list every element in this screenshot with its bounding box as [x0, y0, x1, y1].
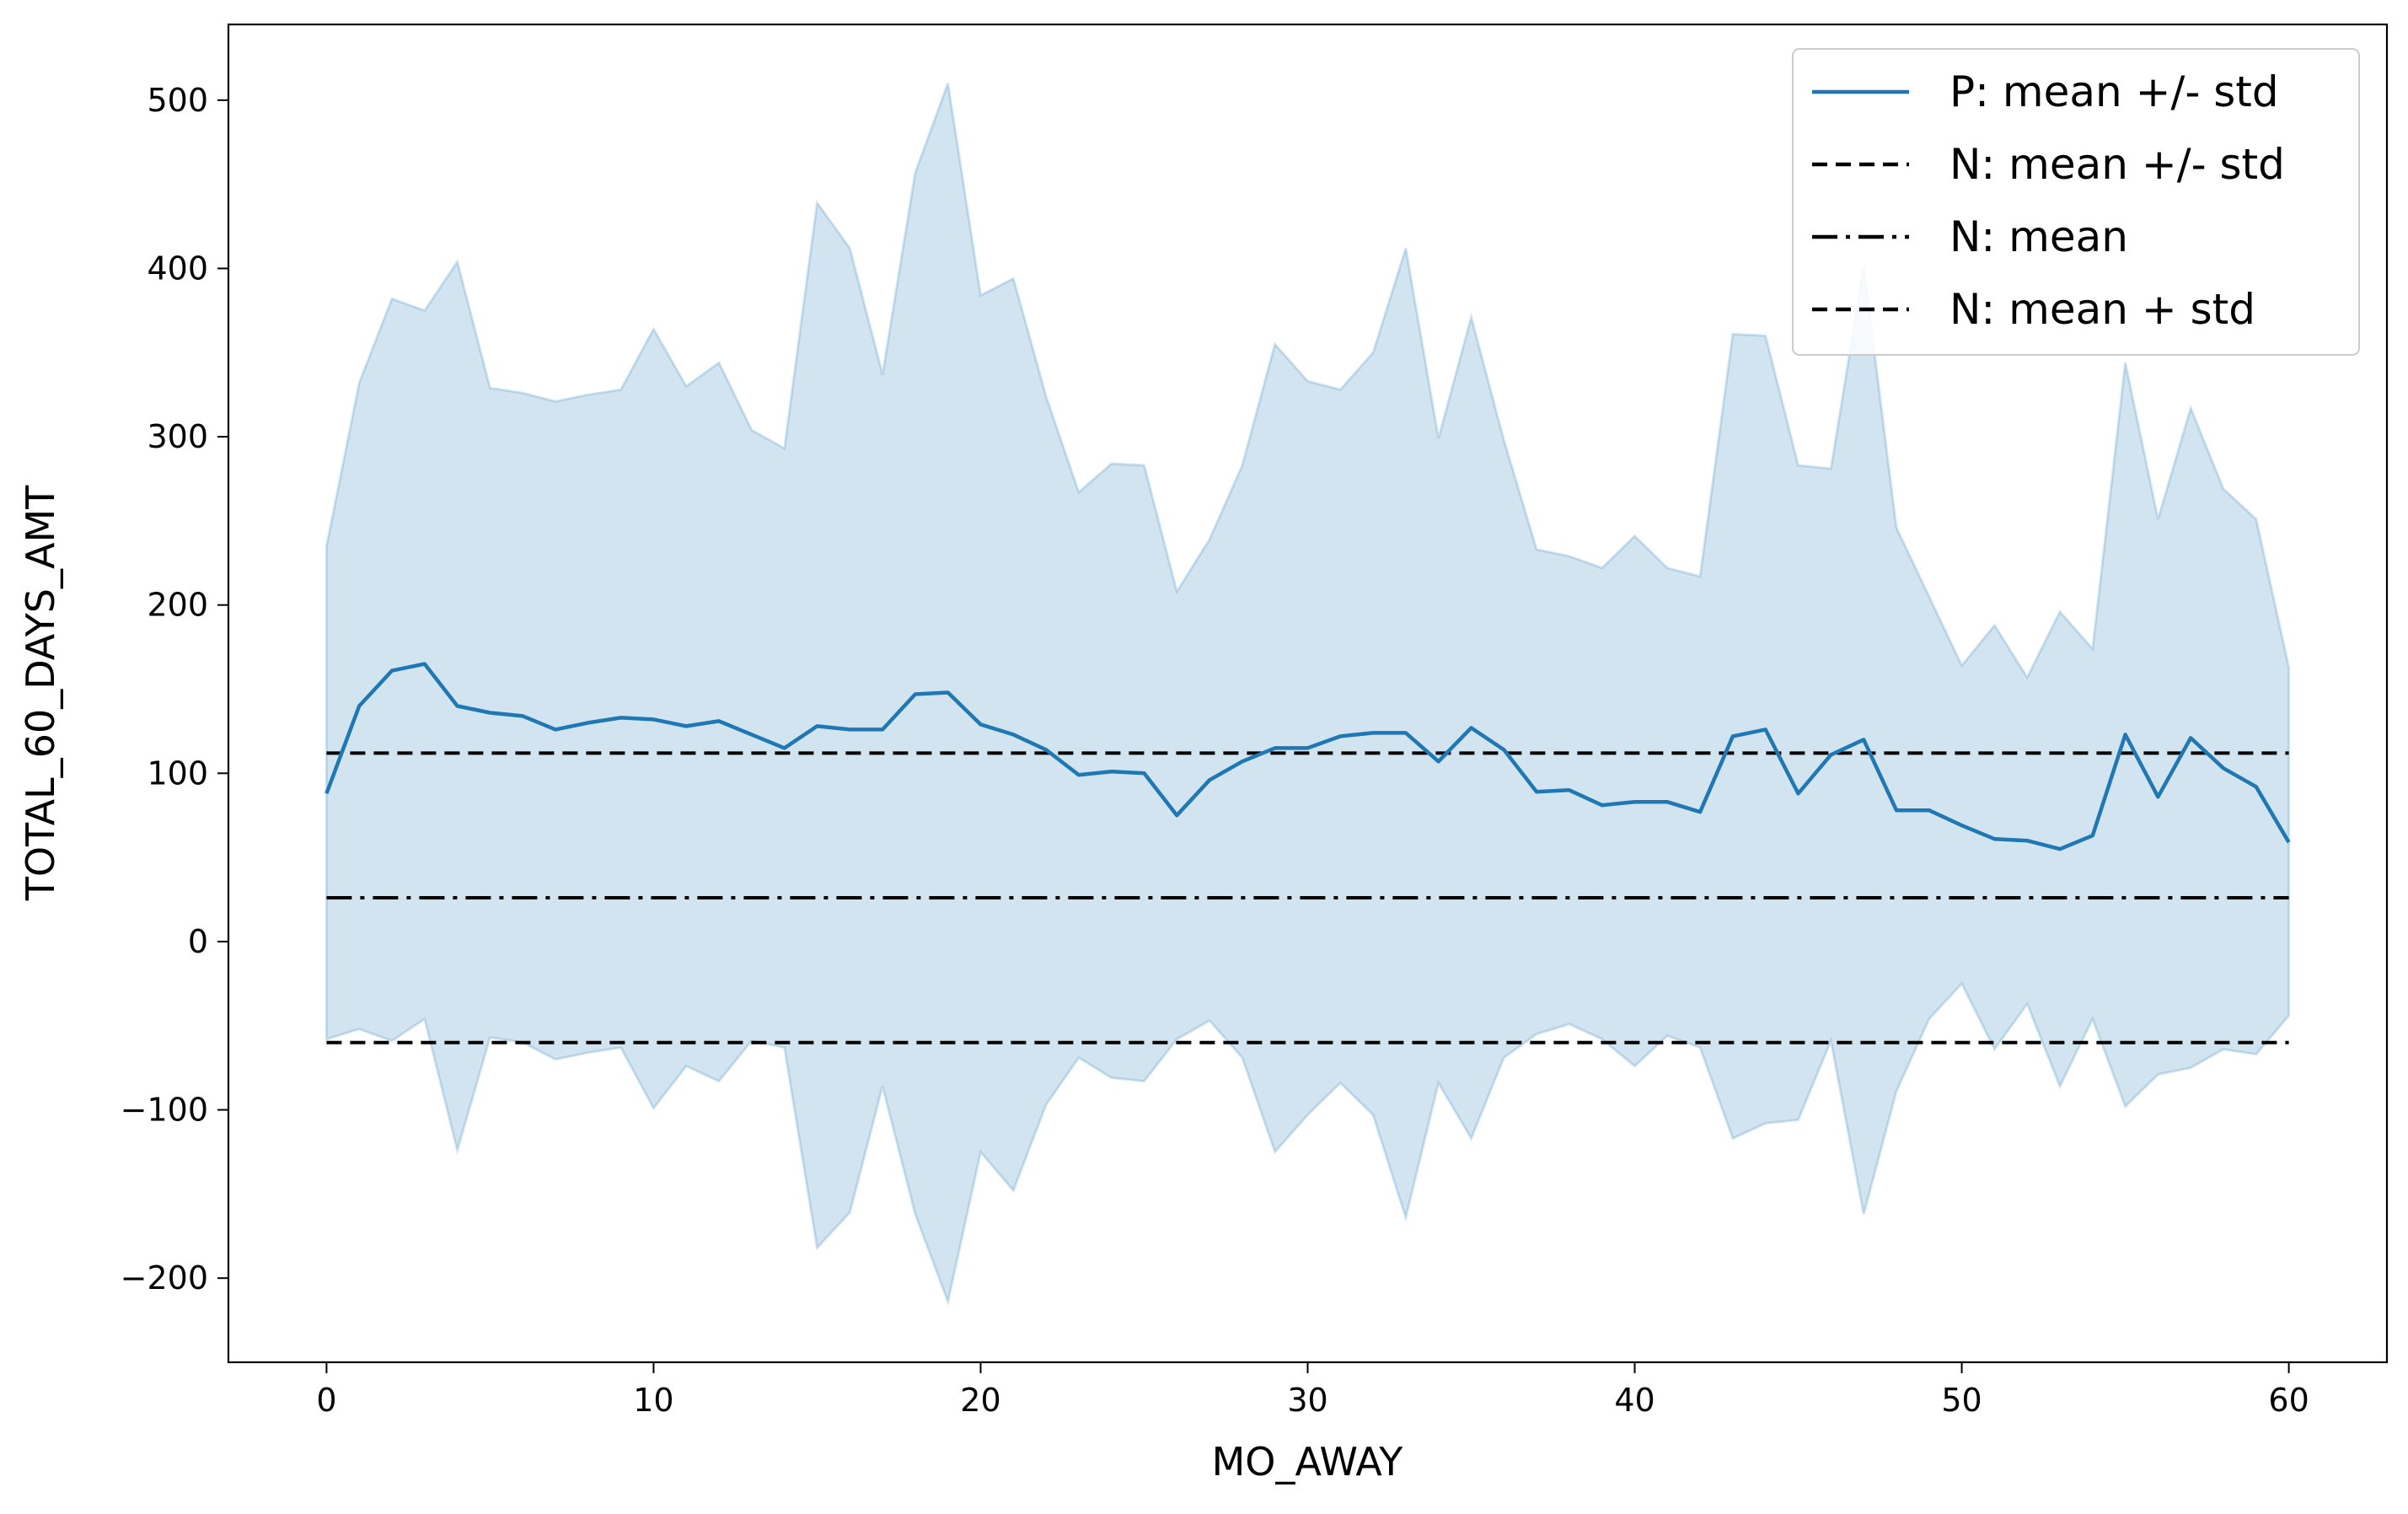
legend-label-1: P: mean +/- std [1949, 67, 2279, 116]
x-tick-label: 10 [633, 1382, 673, 1419]
y-tick-label: −200 [121, 1259, 208, 1297]
x-tick-label: 30 [1287, 1382, 1327, 1419]
y-tick-label: 300 [147, 418, 208, 455]
y-tick-label: 500 [147, 82, 208, 119]
p-mean-line [324, 662, 2291, 851]
x-tick-label: 20 [960, 1382, 1000, 1419]
x-tick-label: 40 [1614, 1382, 1654, 1419]
y-tick-label: 100 [147, 754, 208, 792]
legend-label-2: N: mean +/- std [1949, 140, 2285, 189]
y-tick-label: 200 [147, 587, 208, 624]
y-tick-label: 400 [147, 250, 208, 287]
std-band-layer [324, 83, 2291, 1307]
y-axis: −200 −100 0 100 200 300 400 500 [121, 82, 228, 1297]
y-tick-label: −100 [121, 1092, 208, 1129]
legend: P: mean +/- std N: mean +/- std N: mean N: … [1792, 48, 2360, 356]
legend-label-4: N: mean + std [1949, 285, 2255, 334]
y-axis-label: TOTAL_60_DAYS_AMT [18, 485, 63, 901]
p-std-band [324, 83, 2291, 1307]
x-axis-label: MO_AWAY [1212, 1439, 1404, 1484]
series-line-layer [324, 662, 2291, 1044]
legend-box [1792, 48, 2360, 356]
x-tick-label: 60 [2268, 1382, 2309, 1419]
x-axis: 0 10 20 30 40 50 60 [316, 1362, 2309, 1419]
legend-label-3: N: mean [1949, 212, 2128, 261]
y-tick-label: 0 [188, 923, 208, 960]
x-tick-label: 0 [316, 1382, 336, 1419]
x-tick-label: 50 [1941, 1382, 1982, 1419]
